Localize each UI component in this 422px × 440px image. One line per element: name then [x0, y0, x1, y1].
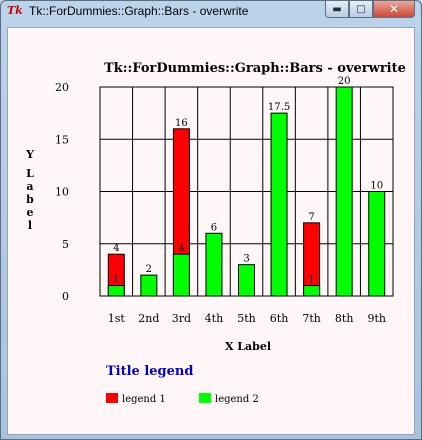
close-button[interactable]: ✕	[373, 1, 415, 18]
minimize-icon: ▬	[332, 3, 342, 15]
close-icon: ✕	[388, 2, 400, 16]
plot-frame	[99, 86, 394, 297]
y-label-letter: L	[26, 167, 34, 180]
data-label: 17.5	[268, 102, 290, 113]
bar-legend-2-2nd	[140, 274, 158, 297]
y-tick-label: 10	[55, 186, 69, 199]
window-title: Tk::ForDummies::Graph::Bars - overwrite	[29, 4, 249, 18]
bar-legend-2-7th	[303, 285, 321, 297]
data-label: 16	[175, 118, 188, 129]
title-bar[interactable]: Tk Tk::ForDummies::Graph::Bars - overwri…	[1, 1, 421, 23]
y-tick-label: 5	[62, 238, 69, 251]
y-label-letter: l	[28, 219, 32, 232]
x-tick-label: 5th	[237, 312, 256, 325]
bars	[107, 86, 386, 297]
legend-label: legend 1	[122, 394, 166, 405]
maximize-button[interactable]: □	[349, 1, 373, 18]
bar-legend-2-3rd	[172, 253, 190, 297]
bar-legend-2-9th	[368, 191, 386, 297]
legend-title: Title legend	[106, 364, 193, 379]
y-label-letter: b	[26, 193, 34, 206]
y-tick-label: 20	[55, 81, 69, 94]
bar-legend-2-1st	[107, 285, 125, 297]
y-label-letter: a	[26, 180, 33, 193]
data-label: 1	[308, 275, 314, 286]
axes: 0 5 10 15 20 1st 2nd 3rd 4th 5th 6th 7th 8th 9th	[55, 81, 394, 325]
x-tick-label: 9th	[367, 312, 386, 325]
data-label: 7	[308, 212, 314, 223]
x-tick-label: 4th	[205, 312, 224, 325]
chart-canvas-area: Tk::ForDummies::Graph::Bars - overwrite …	[7, 27, 415, 435]
bar-legend-2-5th	[238, 264, 255, 297]
x-axis-label: X Label	[225, 340, 271, 353]
data-label: 1	[113, 275, 119, 286]
data-labels: 4 16 7 1 2 4 6 3 17.5 1 20 10	[113, 76, 383, 286]
legend-swatch	[106, 393, 118, 403]
legend-swatch	[199, 393, 211, 403]
tk-app-icon: Tk	[7, 4, 23, 17]
x-tick-label: 6th	[270, 312, 289, 325]
x-tick-label: 7th	[302, 312, 321, 325]
chart-title: Tk::ForDummies::Graph::Bars - overwrite	[104, 61, 406, 76]
legend: legend 1 legend 2	[106, 393, 259, 405]
x-tick-label: 2nd	[138, 312, 159, 325]
bar-legend-2-6th	[270, 112, 288, 297]
x-tick-label: 1st	[108, 312, 126, 325]
x-tick-label: 3rd	[172, 312, 191, 325]
data-label: 4	[113, 243, 119, 254]
x-tick-label: 8th	[335, 312, 354, 325]
data-label: 3	[243, 254, 249, 265]
data-label: 6	[211, 222, 217, 233]
bar-legend-2-8th	[335, 86, 353, 297]
y-label-letter: e	[27, 206, 34, 219]
minimize-button[interactable]: ▬	[325, 1, 349, 18]
data-label: 4	[178, 243, 184, 254]
y-tick-label: 0	[62, 290, 69, 303]
maximize-icon: □	[356, 3, 366, 15]
bar-chart: Tk::ForDummies::Graph::Bars - overwrite …	[25, 61, 406, 405]
y-tick-label: 15	[55, 133, 69, 146]
data-label: 2	[146, 264, 152, 275]
data-label: 10	[370, 181, 383, 192]
data-label: 20	[338, 76, 351, 87]
legend-label: legend 2	[215, 394, 259, 405]
y-label-letter: Y	[25, 148, 34, 161]
window-controls: ▬ □ ✕	[325, 1, 415, 19]
bar-legend-2-4th	[205, 232, 223, 297]
